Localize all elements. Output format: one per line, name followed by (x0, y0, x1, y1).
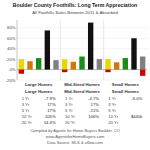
grid-line (17, 80, 147, 81)
bar (36, 58, 41, 59)
table-row-label: 3 Yr (22, 102, 30, 107)
table-row-label: 1 Yr (22, 96, 30, 101)
category-label: Small Homes (112, 82, 140, 87)
bar (105, 59, 110, 69)
bar (97, 59, 102, 60)
y-tick-label: 40% (7, 46, 16, 51)
bar (114, 62, 119, 63)
table-row-label: 3 Yr (108, 102, 116, 107)
grid-line (17, 48, 147, 49)
table-value: 105% (45, 114, 56, 119)
footer: Compiled by Agents for Home Buyers Bould… (30, 128, 120, 133)
table-row-label: 20 Yr (108, 120, 119, 125)
category-label: Mid-Sized Homes (64, 82, 100, 87)
bar (53, 60, 58, 61)
y-tick-label: 0% (9, 67, 15, 72)
table-row-label: 10 Yr (22, 114, 33, 119)
group-separator (103, 20, 104, 80)
bar (71, 62, 76, 70)
grid-line (17, 38, 147, 39)
table-row-label: 3 Yr (65, 102, 73, 107)
bar (114, 62, 119, 69)
bar (131, 38, 136, 39)
bar (123, 58, 128, 69)
bar (97, 59, 102, 69)
table-value: 17% (47, 102, 56, 107)
table-row-label: 5 Yr (65, 108, 73, 113)
y-tick-label: 80% (7, 25, 16, 30)
table-value: $440k (131, 114, 143, 119)
table-header: Large Homes (25, 89, 53, 94)
table-row-label: 10 Yr (65, 114, 76, 119)
table-value: -5.0% (131, 96, 142, 101)
category-label: Large Homes (25, 82, 53, 87)
bar (36, 58, 41, 69)
table-row-label: 1 Yr (65, 96, 73, 101)
bar (79, 57, 84, 70)
table-header: Small Homes (112, 89, 140, 94)
bar (88, 23, 93, 70)
bars (19, 23, 146, 76)
table-value: -4.7% (88, 96, 99, 101)
bar (19, 59, 24, 69)
bar (123, 58, 128, 59)
y-tick-label: 60% (7, 36, 16, 41)
subtitle: All Foothills Sales Between 2011 & Absor… (32, 10, 118, 15)
y-axis-line (17, 20, 18, 80)
bar (131, 38, 136, 69)
bar (45, 30, 50, 69)
table-value: 17% (47, 108, 56, 113)
bar (79, 56, 84, 57)
table-value: 14.4% (44, 120, 56, 125)
grid-line (17, 27, 147, 28)
bar (27, 61, 32, 69)
y-tick-label: -20% (6, 78, 16, 83)
bar (62, 70, 67, 73)
bar (140, 57, 145, 70)
table-row-label: 20 Yr (22, 120, 33, 125)
table-row-label: 5 Yr (22, 108, 30, 113)
table-header: Mid-Sized Homes (64, 89, 100, 94)
bar (140, 70, 145, 76)
bar (27, 61, 32, 62)
table-row-label: 1 Yr (108, 96, 116, 101)
table-row-label: 5 Yr (108, 108, 116, 113)
bar (19, 70, 24, 74)
group-separator (60, 20, 61, 80)
bar (88, 22, 93, 23)
table-value: 17% (91, 102, 100, 107)
table-row-label: 20 Yr (65, 120, 76, 125)
bar (71, 61, 76, 62)
footer: Data Source: MLS & zillow.com (47, 140, 103, 145)
table-row-label: 10 Yr (108, 114, 119, 119)
table-value: -7.9% (45, 96, 56, 101)
y-tick-label: 20% (7, 57, 16, 62)
bar (53, 60, 58, 69)
bar (62, 59, 67, 69)
footer: www.AgentsforHomeBuyers.com (46, 134, 105, 139)
chart: Boulder County Foothills: Long Term Appr… (0, 0, 150, 150)
bar (45, 30, 50, 31)
table-value: 21% (91, 108, 100, 113)
bar (105, 70, 110, 73)
title: Boulder County Foothills: Long Term Appr… (13, 2, 138, 8)
table-value: 106% (88, 114, 99, 119)
